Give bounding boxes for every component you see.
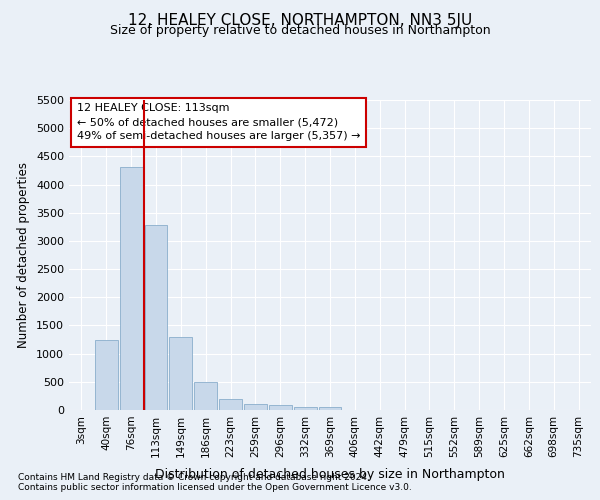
Y-axis label: Number of detached properties: Number of detached properties xyxy=(17,162,31,348)
Text: Size of property relative to detached houses in Northampton: Size of property relative to detached ho… xyxy=(110,24,490,37)
Bar xyxy=(269,406,292,410)
X-axis label: Distribution of detached houses by size in Northampton: Distribution of detached houses by size … xyxy=(155,468,505,481)
Bar xyxy=(145,225,167,410)
Text: 12 HEALEY CLOSE: 113sqm
← 50% of detached houses are smaller (5,472)
49% of semi: 12 HEALEY CLOSE: 113sqm ← 50% of detache… xyxy=(77,103,361,141)
Bar xyxy=(169,338,192,410)
Text: Contains public sector information licensed under the Open Government Licence v3: Contains public sector information licen… xyxy=(18,484,412,492)
Bar xyxy=(219,398,242,410)
Text: Contains HM Land Registry data © Crown copyright and database right 2024.: Contains HM Land Registry data © Crown c… xyxy=(18,472,370,482)
Bar xyxy=(194,382,217,410)
Bar xyxy=(294,407,317,410)
Bar xyxy=(244,404,267,410)
Bar xyxy=(120,166,143,410)
Text: 12, HEALEY CLOSE, NORTHAMPTON, NN3 5JU: 12, HEALEY CLOSE, NORTHAMPTON, NN3 5JU xyxy=(128,12,472,28)
Bar xyxy=(319,407,341,410)
Bar xyxy=(95,340,118,410)
